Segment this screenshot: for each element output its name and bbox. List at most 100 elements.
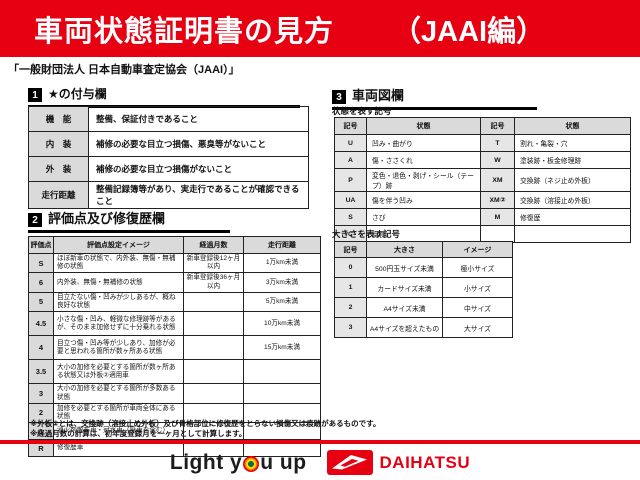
footnote-line: ※外板②とは、交換跡（溶接止め外板）及び骨格部位に修復歴をとらない損傷又は痕跡が…	[30, 419, 381, 428]
size-symbol: 2	[334, 297, 367, 318]
status-desc: 傷を伴う凹み	[366, 191, 481, 209]
grade-score: 2	[28, 402, 54, 424]
section-grade-title: 評価点及び修復歴欄	[48, 211, 166, 226]
status-symbol: M	[480, 208, 515, 226]
grade-mileage: 3万km未満	[243, 272, 321, 293]
status-desc: 凹み・曲がり	[366, 134, 481, 152]
grade-desc: 加修を必要とする箇所が車両全体にある状態	[53, 402, 184, 424]
size-symbol: 3	[334, 317, 367, 338]
footer-divider	[0, 440, 640, 444]
daihatsu-d-mark-icon	[326, 450, 373, 475]
status-col-header: 記号	[480, 117, 515, 135]
status-desc: 割れ・亀裂・穴	[514, 134, 631, 152]
table-row: S さび M 修復歴	[334, 208, 631, 226]
grade-score: 6	[28, 272, 54, 293]
status-symbol-empty	[480, 225, 515, 243]
grade-mileage	[243, 383, 321, 404]
grade-score: 4	[28, 335, 54, 361]
table-row: UA 傷を伴う凹み XM② 交換跡（溶接止め外板）	[334, 191, 631, 209]
grade-months	[183, 359, 244, 385]
tagline-o-icon	[243, 456, 260, 472]
table-row: 4 目立つ傷・凹み等が少しあり、加修が必要と思われる箇所が数ヶ所ある状態 15万…	[28, 335, 321, 361]
section-grade-header: 2 評価点及び修復歴欄	[28, 208, 230, 233]
status-col-header: 記号	[334, 117, 367, 135]
star-row-desc: 整備記録簿等があり、実走行であることが確認できること	[88, 181, 309, 209]
table-row: 6 内外装、無傷・無補修の状態 新車登録後36ヶ月以内 3万km未満	[28, 272, 321, 293]
table-row: 内 装 補修の必要な目立つ損傷、悪臭等がないこと	[28, 131, 309, 157]
grade-months	[183, 311, 244, 337]
status-desc: 修復歴	[514, 208, 631, 226]
grade-score: 3	[28, 383, 54, 404]
table-row: 走行距離 整備記録簿等があり、実走行であることが確認できること	[28, 181, 309, 209]
status-symbol: W	[480, 151, 515, 169]
status-symbol: P	[334, 168, 367, 192]
size-desc: カードサイズ未満	[366, 277, 443, 298]
status-symbol: S	[334, 208, 367, 226]
table-row: 外 装 補修の必要な目立つ損傷がないこと	[28, 156, 309, 182]
grade-months	[183, 335, 244, 361]
grade-score: 3.5	[28, 359, 54, 385]
status-desc: 交換跡（ネジ止め外板）	[514, 168, 631, 192]
grade-months	[183, 383, 244, 404]
organization-subtitle: 「一般財団法人 日本自動車査定協会（JAAI）」	[8, 64, 240, 76]
grade-months: 新車登録後36ヶ月以内	[183, 272, 244, 293]
daihatsu-logo: DAIHATSU	[326, 450, 471, 475]
grade-col-header: 走行距離	[243, 236, 321, 254]
status-symbols-table: 記号 状態 記号 状態 U 凹み・曲がり T 割れ・亀裂・穴 A 傷・ささくれ …	[334, 117, 631, 243]
page-title-edition: （JAAI編）	[392, 15, 546, 48]
daihatsu-wordmark: DAIHATSU	[379, 452, 471, 472]
section-number-badge: 2	[28, 213, 42, 227]
header-banner: 車両状態証明書の見方 （JAAI編）	[0, 0, 640, 57]
section-number-badge: 1	[28, 88, 42, 102]
table-row: 4.5 小さな傷・凹み、軽微な修理跡等があるが、そのまま加修せずに十分乗れる状態…	[28, 311, 321, 337]
page-title: 車両状態証明書の見方	[34, 15, 335, 48]
status-symbol: A	[334, 151, 367, 169]
table-row: 2 加修を必要とする箇所が車両全体にある状態	[28, 402, 321, 424]
grade-mileage: 10万km未満	[243, 311, 321, 337]
size-desc: A4サイズ未満	[366, 297, 443, 318]
star-row-label: 機 能	[28, 106, 89, 132]
table-header-row: 記号 状態 記号 状態	[334, 117, 631, 135]
section-number-badge: 3	[332, 90, 346, 104]
footer: Light y u up DAIHATSU	[0, 445, 640, 480]
footnote-line: ※経過月数の計算は、初年度登録月を一ヶ月として計算します。	[30, 429, 247, 438]
grade-score: 5	[28, 291, 54, 313]
table-row: A 傷・ささくれ W 塗装跡・板金修理跡	[334, 151, 631, 169]
status-symbol: XM②	[480, 191, 515, 209]
section-diagram-header: 3 車両図欄	[332, 85, 537, 110]
status-desc: 変色・退色・剥げ・シール（テープ）跡	[366, 168, 481, 192]
status-desc: 塗装跡・板金修理跡	[514, 151, 631, 169]
size-image: 中サイズ	[442, 297, 513, 318]
grade-desc: 大小の加修を必要とする箇所が多数ある状態	[53, 383, 184, 404]
table-row: 1 カードサイズ未満 小サイズ	[334, 277, 513, 298]
daihatsu-d-glyph	[331, 455, 367, 470]
table-header-row: 記号 大きさ イメージ	[334, 241, 513, 258]
light-you-up-logo: Light y u up	[170, 451, 307, 475]
size-col-header: イメージ	[442, 241, 513, 258]
table-row: C 腐食	[334, 225, 631, 243]
grade-mileage	[243, 402, 321, 424]
footnotes: ※外板②とは、交換跡（溶接止め外板）及び骨格部位に修復歴をとらない損傷又は痕跡が…	[30, 419, 380, 439]
star-row-desc: 補修の必要な目立つ損傷、悪臭等がないこと	[88, 131, 309, 157]
star-row-label: 走行距離	[28, 181, 89, 209]
section-star-title: ★の付与欄	[48, 87, 107, 101]
table-row: U 凹み・曲がり T 割れ・亀裂・穴	[334, 134, 631, 152]
size-symbols-label: 大きさを表す記号	[332, 229, 401, 239]
status-desc: 傷・ささくれ	[366, 151, 481, 169]
size-symbol: 1	[334, 277, 367, 298]
status-symbols-label: 状態を表す記号	[332, 106, 392, 116]
grade-col-header: 評価点	[28, 236, 54, 254]
grade-score: 4.5	[28, 311, 54, 337]
size-symbol: 0	[334, 257, 367, 278]
size-desc: 500円玉サイズ未満	[366, 257, 443, 278]
grade-mileage: 1万km未満	[243, 252, 321, 274]
table-row: 機 能 整備、保証付きであること	[28, 106, 309, 132]
tagline-text-right: u up	[260, 450, 307, 474]
status-desc: さび	[366, 208, 481, 226]
grade-months: 新車登録後12ヶ月以内	[183, 252, 244, 274]
star-row-desc: 整備、保証付きであること	[88, 106, 309, 132]
star-row-label: 内 装	[28, 131, 89, 157]
status-col-header: 状態	[366, 117, 481, 135]
size-image: 大サイズ	[442, 317, 513, 338]
